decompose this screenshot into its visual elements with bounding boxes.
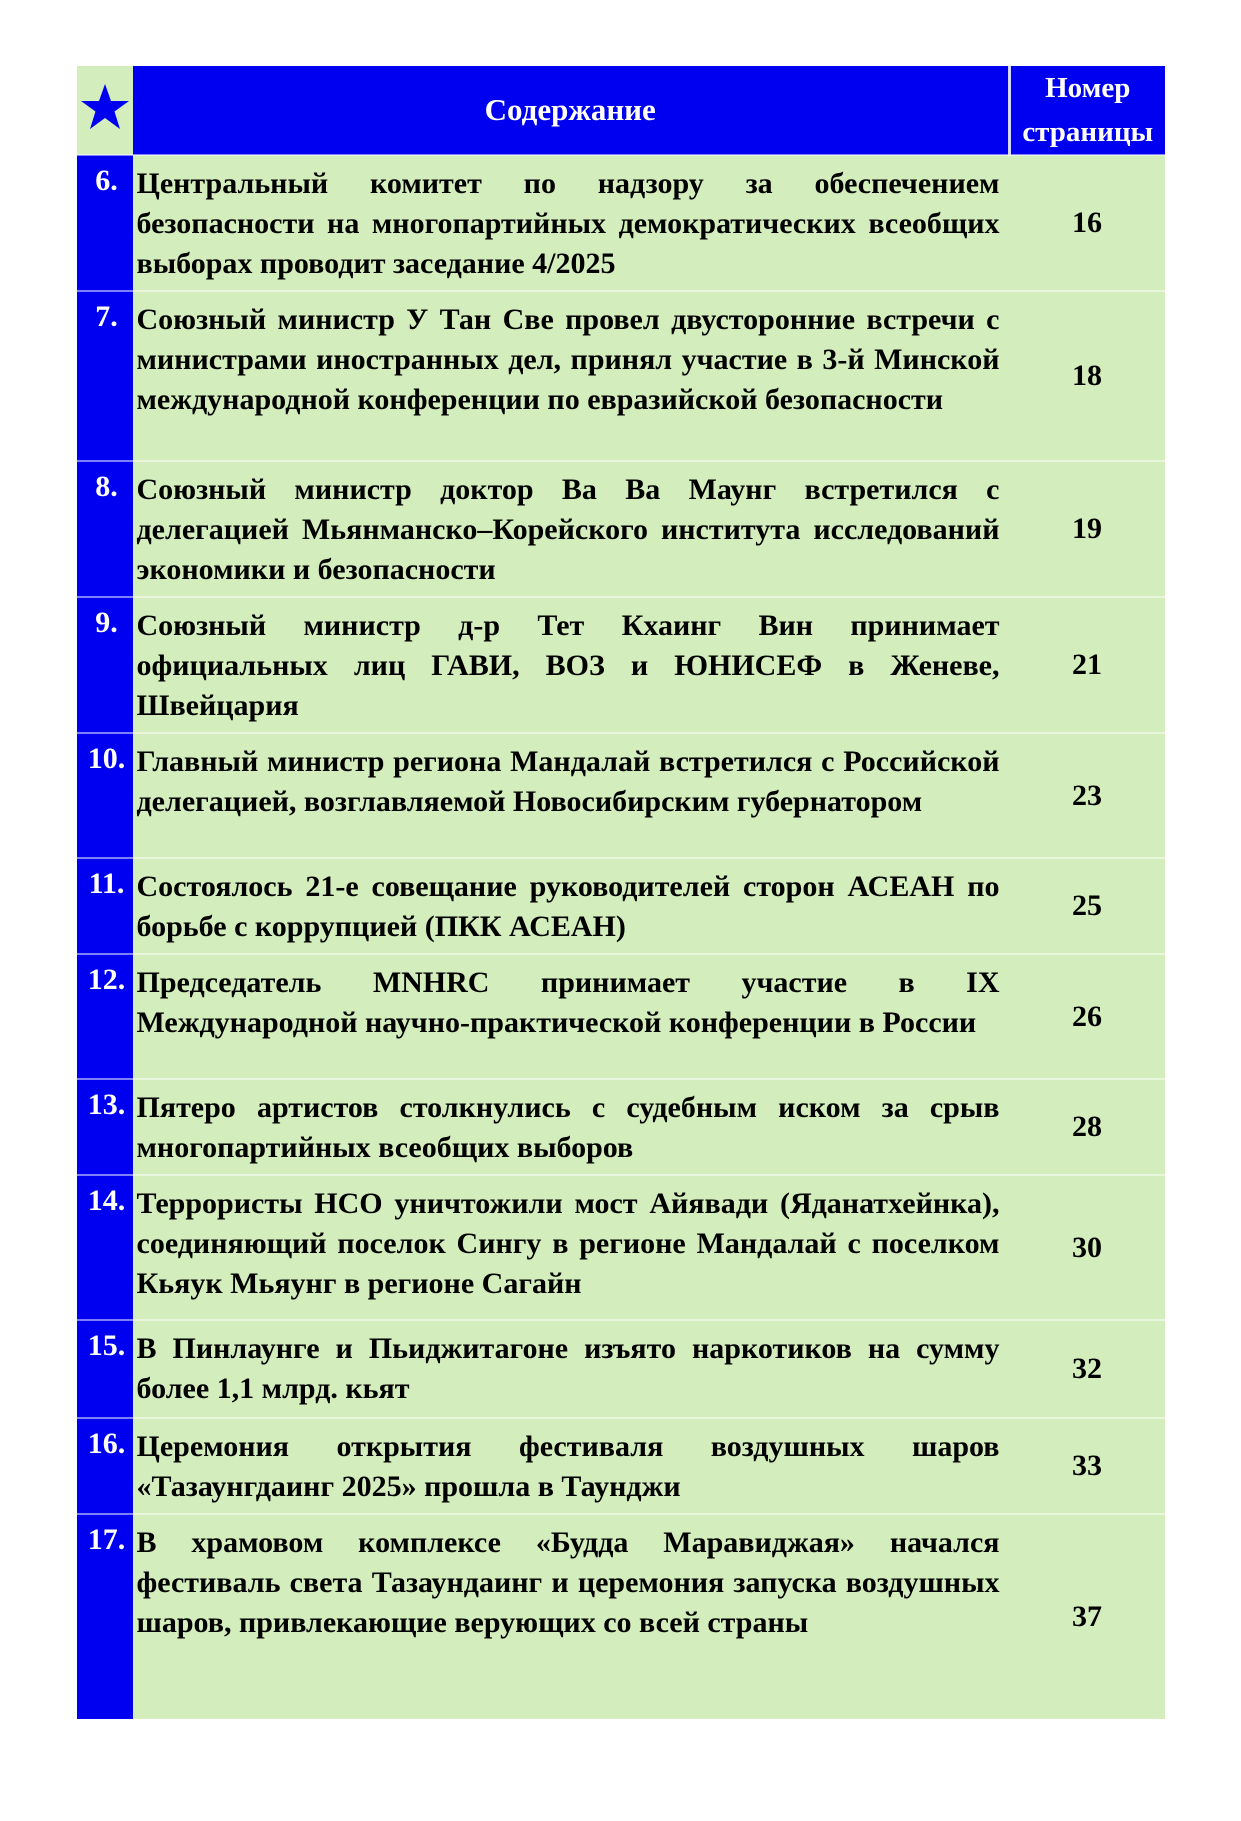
table-row: 15. В Пинлаунге и Пьиджитагоне изъято на… [76,1319,1165,1418]
item-number: 11. [76,857,133,954]
table-row: 7. Союзный министр У Тан Све провел двус… [76,290,1165,461]
page-number-column-header: Номер страницы [1009,66,1165,155]
star-icon [80,83,130,137]
table-row: 11. Состоялось 21-е совещание руководите… [76,857,1165,954]
item-title: В храмовом комплексе «Будда Маравиджая» … [132,1513,1010,1719]
item-page: 26 [1009,953,1165,1079]
item-title: Союзный министр доктор Ва Ва Маунг встре… [132,460,1010,597]
table-row: 16. Церемония открытия фестиваля воздушн… [76,1417,1165,1514]
item-title: Состоялось 21-е совещание руководителей … [132,857,1010,954]
item-title: Главный министр региона Мандалай встрети… [132,732,1010,858]
toc-table: Содержание Номер страницы 6. Центральный… [76,66,1165,1719]
item-number: 7. [76,290,133,461]
table-row: 6. Центральный комитет по надзору за обе… [76,154,1165,291]
item-title: Союзный министр У Тан Све провел двустор… [132,290,1010,461]
toc-header-row: Содержание Номер страницы [76,66,1165,155]
item-number: 14. [76,1174,133,1320]
item-page: 19 [1009,460,1165,597]
item-page: 23 [1009,732,1165,858]
table-row: 8. Союзный министр доктор Ва Ва Маунг вс… [76,460,1165,597]
item-title: Пятеро артистов столкнулись с судебным и… [132,1078,1010,1175]
item-page: 16 [1009,154,1165,291]
item-page: 28 [1009,1078,1165,1175]
table-row: 12. Председатель MNHRC принимает участие… [76,953,1165,1079]
item-number: 12. [76,953,133,1079]
item-number: 16. [76,1417,133,1514]
item-title: Союзный министр д-р Тет Кхаинг Вин прини… [132,596,1010,733]
item-title: Террористы НСО уничтожили мост Айявади (… [132,1174,1010,1320]
item-page: 37 [1009,1513,1165,1719]
item-number: 15. [76,1319,133,1418]
item-title: Центральный комитет по надзору за обеспе… [132,154,1010,291]
item-number: 6. [76,154,133,291]
toc-body: 6. Центральный комитет по надзору за обе… [76,154,1165,1719]
item-page: 25 [1009,857,1165,954]
item-number: 9. [76,596,133,733]
item-title: Председатель MNHRC принимает участие в I… [132,953,1010,1079]
item-page: 21 [1009,596,1165,733]
contents-column-header: Содержание [132,66,1011,155]
table-row: 14. Террористы НСО уничтожили мост Айява… [76,1174,1165,1320]
item-title: В Пинлаунге и Пьиджитагоне изъято наркот… [132,1319,1010,1418]
item-number: 8. [76,460,133,597]
item-number: 10. [76,732,133,858]
star-cell [76,66,133,155]
item-title: Церемония открытия фестиваля воздушных ш… [132,1417,1010,1514]
item-page: 30 [1009,1174,1165,1320]
item-number: 17. [76,1513,133,1719]
item-page: 33 [1009,1417,1165,1514]
table-row: 17. В храмовом комплексе «Будда Маравидж… [76,1513,1165,1719]
item-page: 32 [1009,1319,1165,1418]
item-number: 13. [76,1078,133,1175]
table-row: 9. Союзный министр д-р Тет Кхаинг Вин пр… [76,596,1165,733]
item-page: 18 [1009,290,1165,461]
table-row: 13. Пятеро артистов столкнулись с судебн… [76,1078,1165,1175]
table-row: 10. Главный министр региона Мандалай вст… [76,732,1165,858]
